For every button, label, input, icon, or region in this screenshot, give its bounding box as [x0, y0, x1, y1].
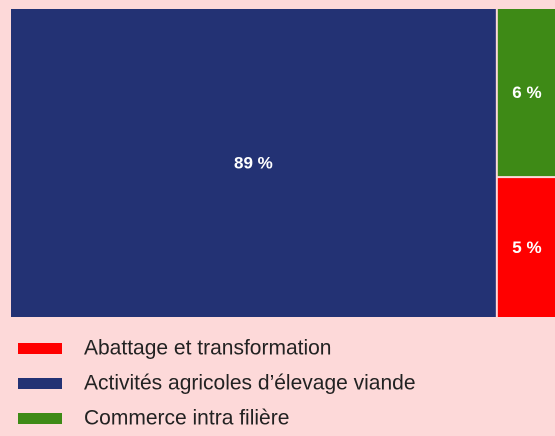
value-label: 6 %	[512, 83, 541, 102]
legend-swatch	[18, 343, 62, 354]
legend-swatch	[18, 413, 62, 424]
treemap-cell	[11, 9, 496, 317]
legend-label: Activités agricoles d’élevage viande	[84, 372, 416, 395]
value-label: 5 %	[512, 238, 541, 257]
legend-label: Commerce intra filière	[84, 407, 289, 430]
treemap-cell	[497, 178, 555, 317]
value-label: 89 %	[234, 153, 273, 172]
legend-swatch	[18, 378, 62, 389]
treemap-cell	[497, 9, 555, 177]
legend-label: Abattage et transformation	[84, 337, 331, 360]
